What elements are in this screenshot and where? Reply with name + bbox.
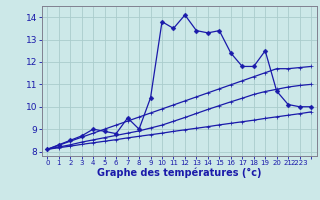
X-axis label: Graphe des températures (°c): Graphe des températures (°c) — [97, 168, 261, 178]
